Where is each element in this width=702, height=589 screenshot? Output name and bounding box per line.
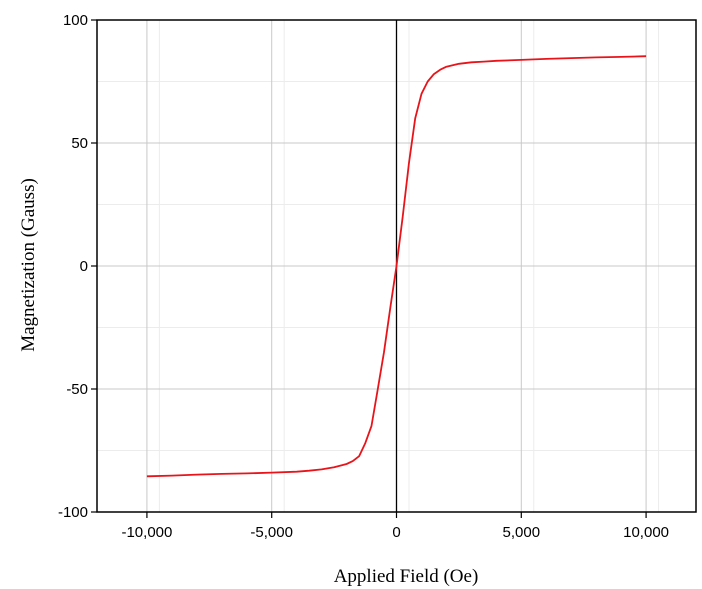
x-tick-label: 5,000 [503, 524, 541, 541]
y-tick-label: -50 [66, 381, 88, 398]
data-series [146, 55, 647, 478]
y-tick-label: 0 [80, 258, 88, 275]
x-tick-label: -10,000 [121, 524, 172, 541]
y-tick-label: -100 [58, 504, 88, 521]
x-tick-label: 10,000 [623, 524, 669, 541]
x-tick-label: -5,000 [250, 524, 293, 541]
axis-ticks [91, 19, 647, 518]
y-tick-label: 100 [63, 12, 88, 29]
x-tick-label: 0 [392, 524, 400, 541]
x-tick-labels: -10,000 -5,000 0 5,000 10,000 [121, 524, 669, 541]
y-tick-label: 50 [71, 135, 88, 152]
y-axis-title: Magnetization (Gauss) [18, 178, 39, 352]
series-line-0 [146, 55, 647, 478]
x-axis-title: Applied Field (Oe) [334, 566, 479, 587]
y-tick-labels: -100 -50 0 50 100 [58, 12, 88, 521]
